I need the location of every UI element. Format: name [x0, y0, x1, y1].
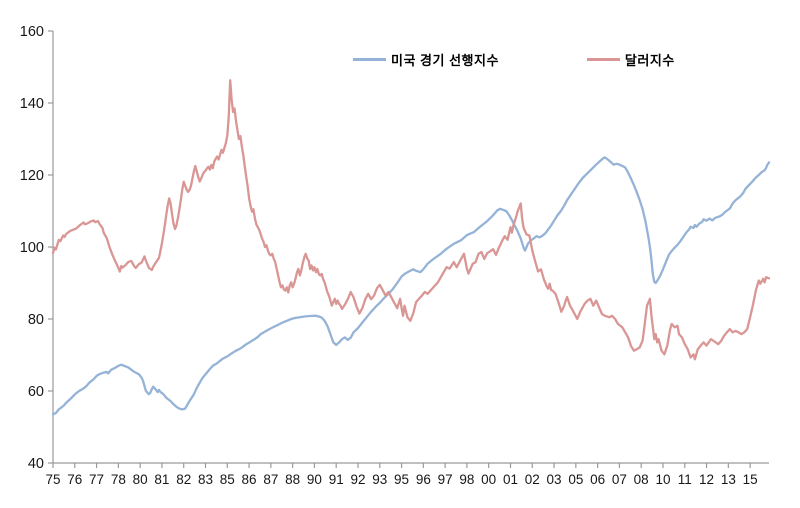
x-tick-label: 98: [459, 472, 474, 487]
legend-item-lei: 미국 경기 선행지수: [353, 50, 499, 69]
x-tick-label: 75: [45, 472, 60, 487]
x-axis: 75 76 77 78 80 81 82 83 85 86 87 88 90 91 92 93 95 96 97 98…: [45, 462, 769, 487]
x-tick-label: 02: [525, 472, 540, 487]
x-tick-label: 82: [176, 472, 191, 487]
x-tick-label: 83: [198, 472, 213, 487]
y-axis: 40 60 80 100 120 140 160: [20, 24, 54, 472]
x-tick-label: 90: [307, 472, 322, 487]
x-tick-label: 06: [590, 472, 605, 487]
x-tick-label: 92: [350, 472, 365, 487]
dollar-series-line: [51, 79, 771, 361]
x-tick-label: 12: [699, 472, 714, 487]
x-tick-label: 87: [263, 472, 278, 487]
x-tick-label: 78: [111, 472, 126, 487]
lei-series-line: [51, 156, 771, 416]
lei-legend-label: 미국 경기 선행지수: [391, 53, 499, 68]
x-tick-label: 93: [372, 472, 387, 487]
x-tick-label: 91: [329, 472, 344, 487]
x-tick-label: 88: [285, 472, 300, 487]
x-tick-label: 77: [89, 472, 104, 487]
y-tick-label: 160: [20, 24, 44, 40]
x-tick-label: 95: [394, 472, 409, 487]
x-tick-label: 86: [242, 472, 257, 487]
x-tick-label: 10: [655, 472, 670, 487]
x-tick-label: 15: [743, 472, 758, 487]
x-tick-label: 07: [612, 472, 627, 487]
y-tick-label: 40: [28, 456, 44, 472]
x-tick-label: 97: [438, 472, 453, 487]
legend: 미국 경기 선행지수 달러지수: [353, 50, 675, 69]
x-tick-label: 03: [547, 472, 562, 487]
x-tick-label: 96: [416, 472, 431, 487]
x-tick-label: 01: [503, 472, 518, 487]
y-tick-label: 80: [28, 312, 44, 328]
x-tick-label: 76: [67, 472, 82, 487]
x-tick-label: 81: [154, 472, 169, 487]
x-tick-label: 13: [721, 472, 736, 487]
y-tick-label: 100: [20, 240, 44, 256]
lei-line-swatch: [353, 58, 386, 61]
x-tick-label: 08: [634, 472, 649, 487]
x-tick-label: 00: [481, 472, 496, 487]
x-tick-label: 85: [220, 472, 235, 487]
x-tick-label: 11: [678, 472, 692, 487]
dollar-legend-label: 달러지수: [624, 53, 675, 68]
dollar-line-swatch: [586, 58, 620, 61]
y-tick-label: 140: [20, 96, 44, 112]
y-tick-label: 120: [20, 168, 44, 184]
x-tick-label: 80: [133, 472, 148, 487]
legend-item-dollar: 달러지수: [586, 50, 675, 69]
y-tick-label: 60: [28, 384, 44, 400]
x-tick-label: 05: [568, 472, 583, 487]
